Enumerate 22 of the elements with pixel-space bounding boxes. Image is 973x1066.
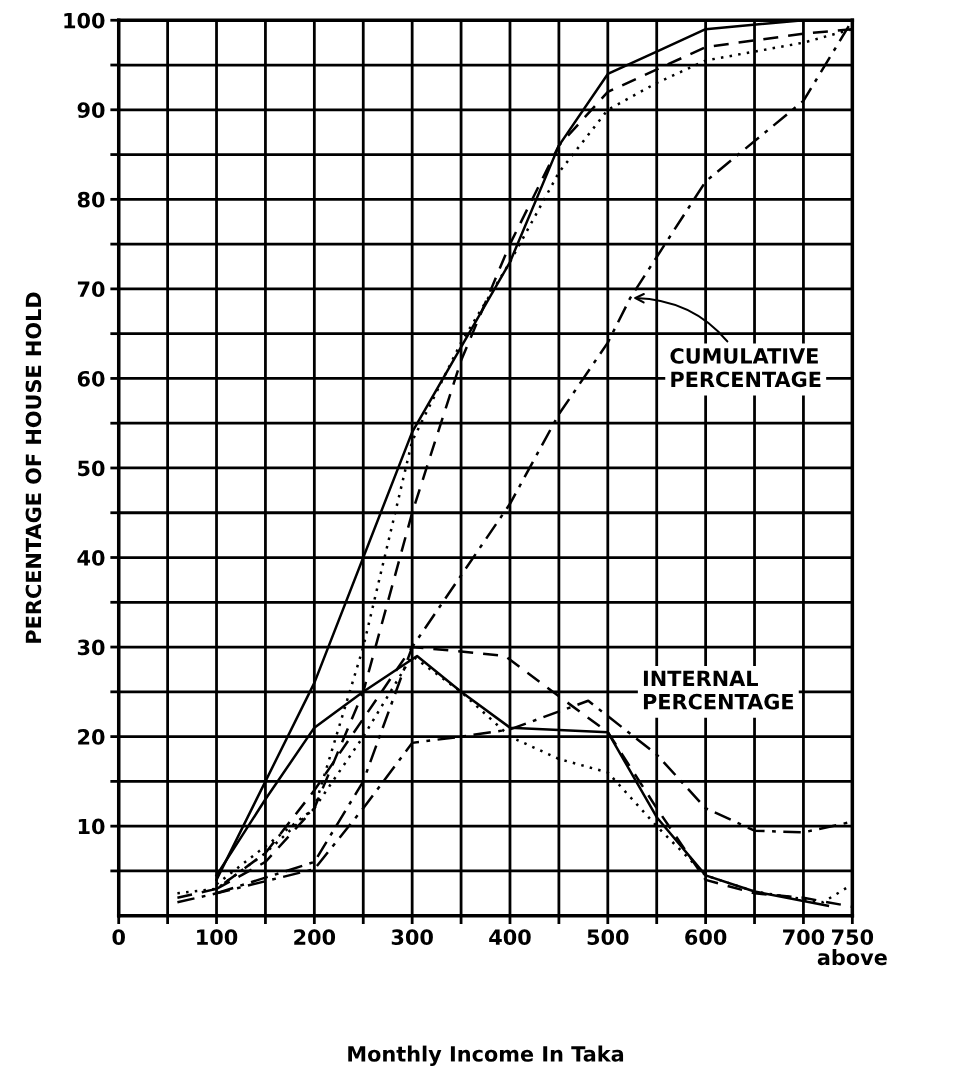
y-tick-label: 50 [78, 460, 105, 477]
y-tick-label: 20 [78, 729, 105, 745]
x-tick-label: 0 [112, 929, 125, 946]
x-tick-label: 200 [294, 929, 336, 946]
x-tick-label: 500 [587, 929, 629, 946]
x-tick-label: 400 [489, 929, 531, 946]
y-tick-label: 60 [77, 370, 105, 387]
y-tick-label: 90 [77, 102, 105, 119]
y-tick-label: 70 [77, 281, 105, 298]
x-tick-label: 100 [197, 929, 238, 946]
y-axis-title: PERCENTAGE OF HOUSE HOLD [25, 292, 42, 643]
annotation: CUMULATIVE PERCENTAGE [670, 348, 821, 388]
y-tick-label: 100 [64, 12, 105, 29]
x-tick-label: 700 [783, 929, 825, 946]
y-tick-label: 10 [78, 818, 105, 835]
x-axis-title: Monthly Income In Taka [348, 1045, 624, 1066]
x-tick-label: 300 [391, 929, 433, 946]
x-tick-label: 600 [685, 929, 727, 946]
y-tick-label: 40 [77, 549, 105, 566]
annotation: INTERNAL PERCENTAGE [643, 670, 794, 710]
y-tick-label: 80 [77, 191, 105, 208]
y-tick-label: 30 [77, 639, 105, 656]
